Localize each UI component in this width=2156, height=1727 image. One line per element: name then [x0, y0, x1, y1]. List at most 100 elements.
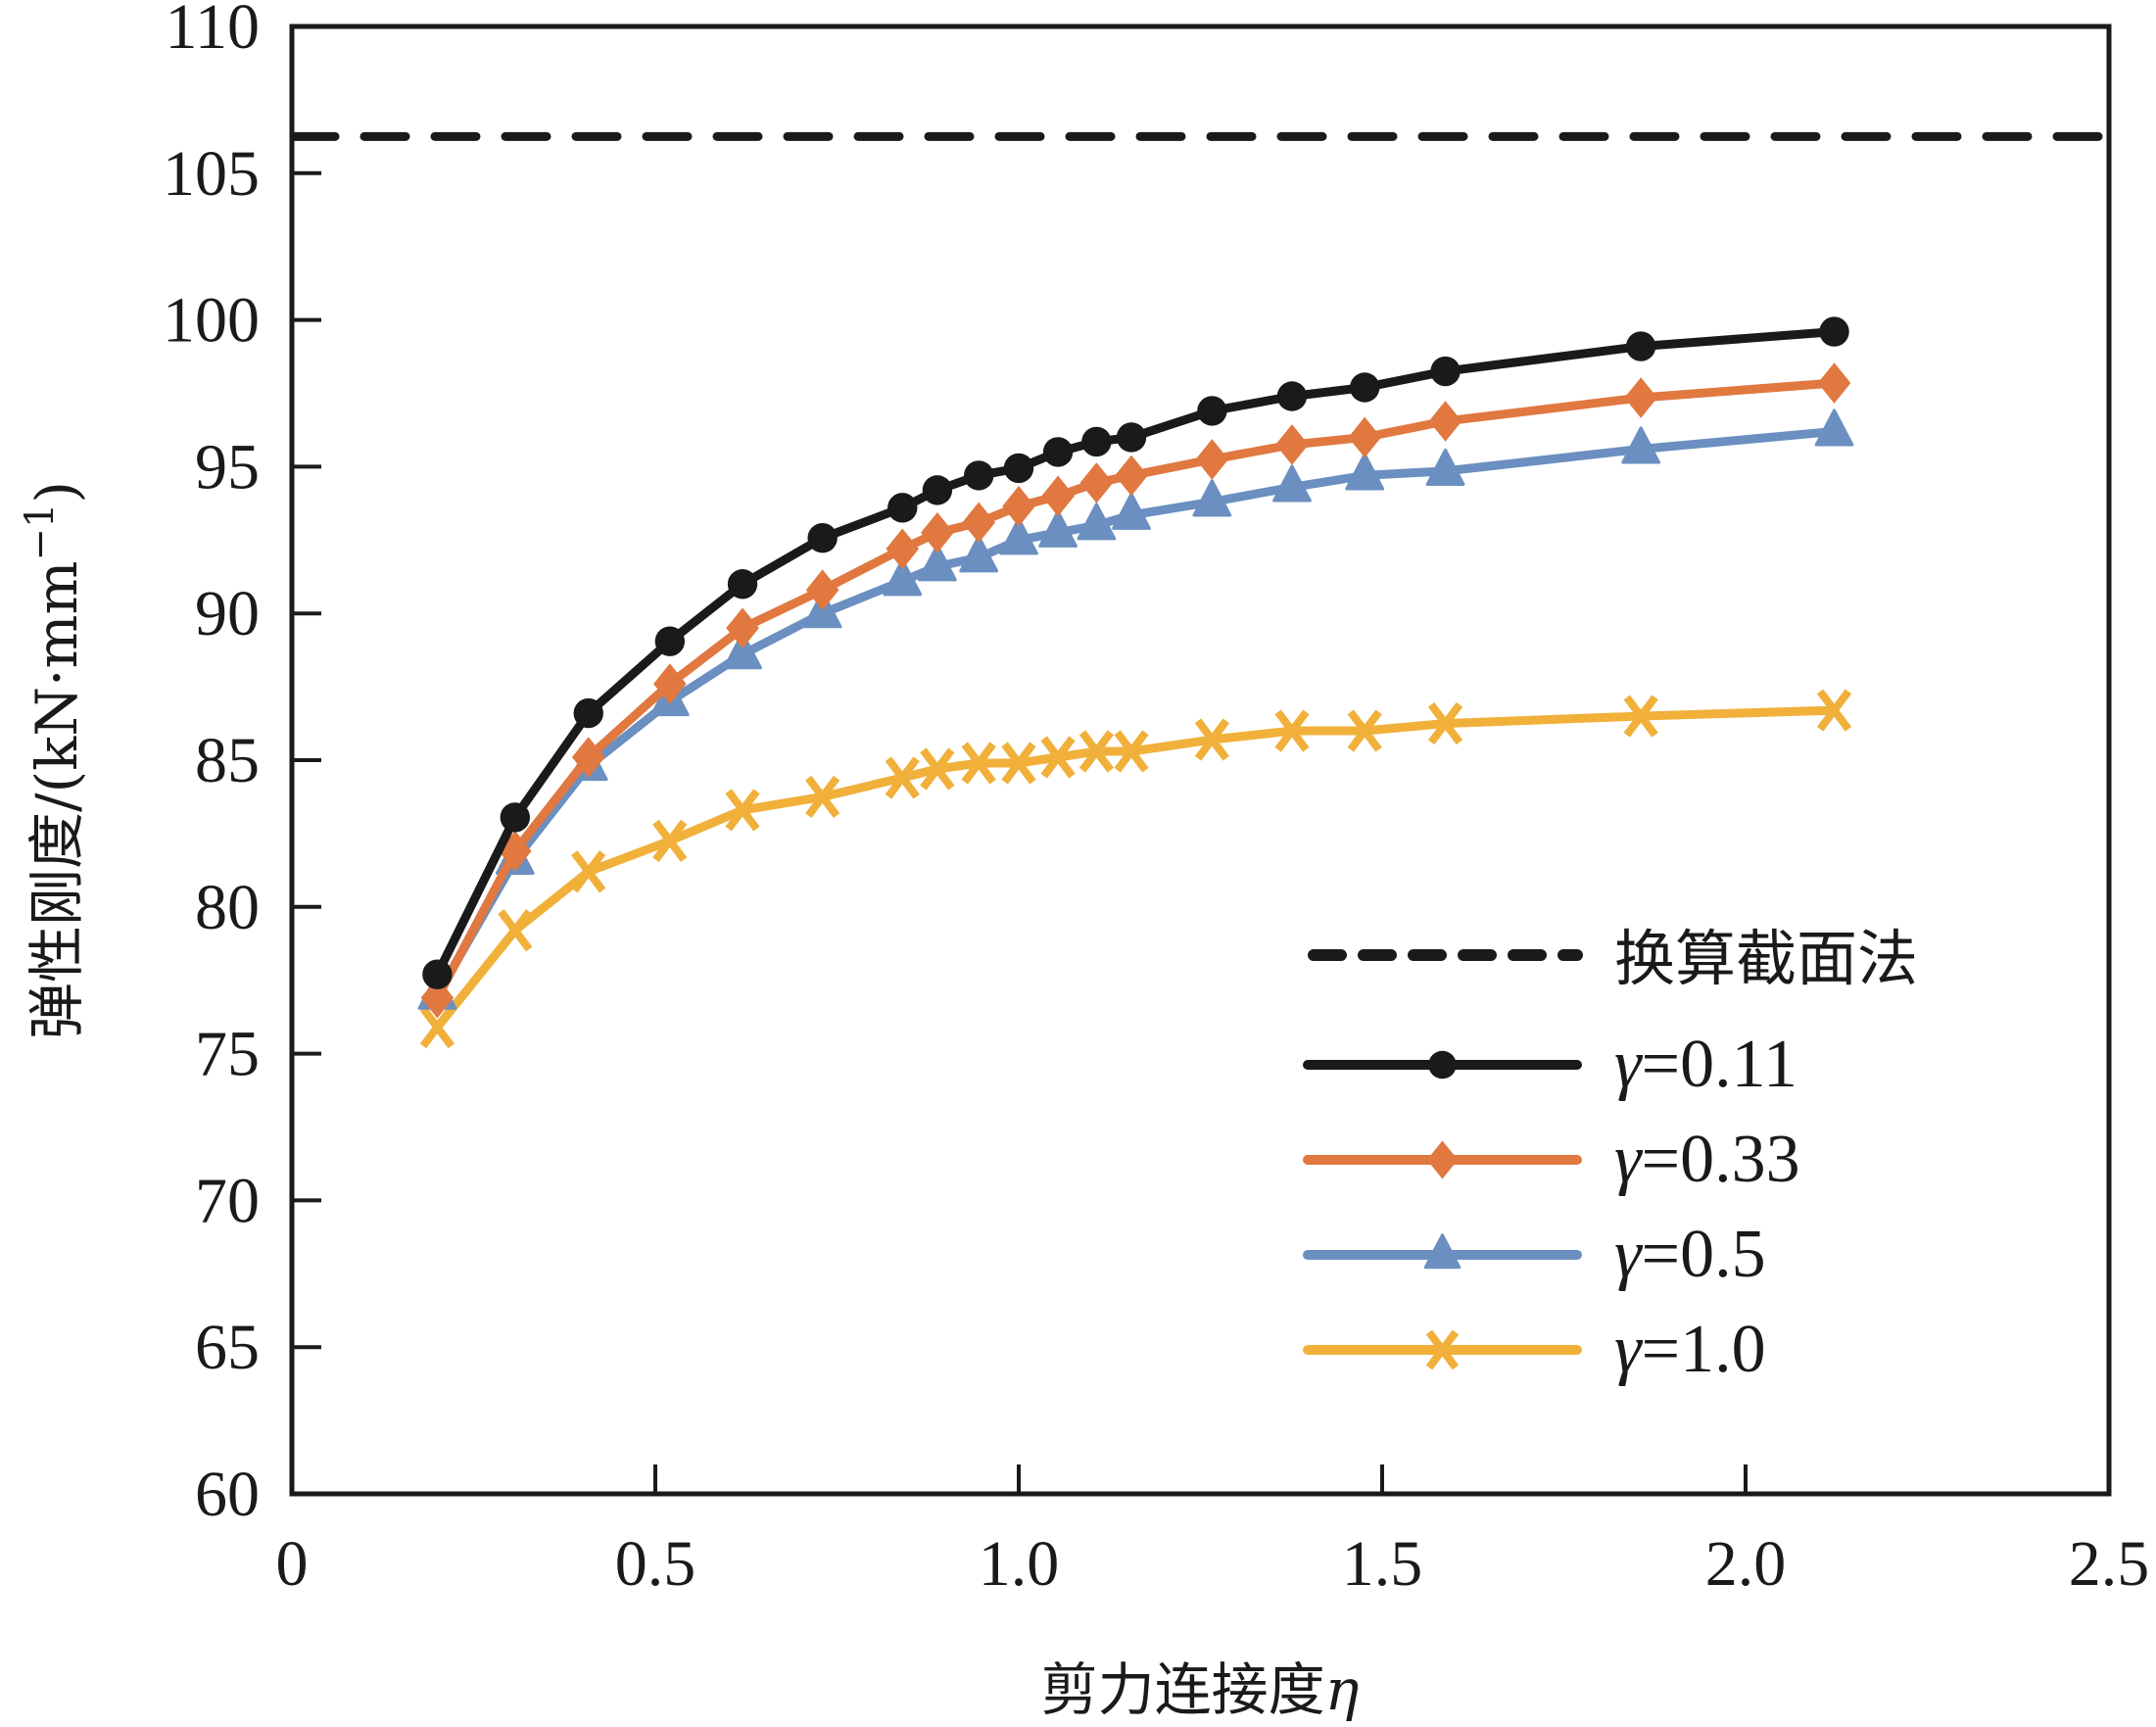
data-point-triangle [1192, 479, 1232, 517]
series-group [417, 316, 1854, 1049]
x-tick-label: 0 [276, 1528, 309, 1600]
data-point-diamond [921, 512, 954, 553]
data-point-diamond [886, 528, 920, 570]
data-point-x [1427, 701, 1463, 745]
data-point-x [885, 756, 920, 799]
legend-value: =1.0 [1642, 1312, 1766, 1387]
x-tick-label: 2.0 [1705, 1528, 1787, 1600]
legend-item: γ=0.33 [1303, 1122, 1800, 1197]
y-tick-label: 65 [195, 1312, 260, 1383]
y-tick-label: 85 [195, 725, 260, 796]
data-point-x [961, 742, 996, 785]
data-point-circle [1819, 316, 1849, 347]
series-x [419, 689, 1852, 1049]
data-point-triangle [1038, 509, 1078, 548]
data-point-circle [1349, 372, 1380, 403]
data-point-circle [1197, 396, 1227, 426]
data-point-diamond [1624, 377, 1657, 418]
data-point-diamond [653, 663, 687, 704]
series-circle [422, 316, 1849, 989]
x-tick-label: 1.0 [979, 1528, 1060, 1600]
data-point-triangle [723, 632, 762, 670]
y-tick-label: 105 [163, 138, 260, 210]
y-tick-label: 70 [195, 1165, 260, 1236]
data-point-x [920, 747, 955, 791]
data-point-diamond [726, 607, 759, 648]
data-point-x [652, 819, 688, 862]
data-point-circle [963, 460, 994, 491]
legend-symbol: γ [1614, 1217, 1644, 1292]
legend-label: γ=1.0 [1614, 1312, 1766, 1387]
data-point-circle [1430, 356, 1461, 387]
data-point-triangle [917, 544, 957, 582]
data-point-x [571, 850, 606, 893]
data-point-triangle [959, 535, 999, 573]
legend-label: γ=0.5 [1614, 1217, 1766, 1292]
legend-symbol: γ [1614, 1027, 1644, 1102]
legend-value: =0.5 [1642, 1217, 1766, 1292]
x-axis-title-symbol: η [1325, 1656, 1360, 1723]
legend-symbol: γ [1614, 1122, 1644, 1197]
data-point-triangle [1425, 448, 1465, 486]
data-point-triangle [1112, 492, 1151, 530]
data-point-triangle [1621, 426, 1661, 464]
data-point-x [1114, 730, 1149, 773]
series-diamond [420, 362, 1851, 1019]
data-point-diamond [1195, 439, 1229, 480]
legend-value: =0.11 [1642, 1027, 1797, 1102]
data-point-x [1347, 709, 1382, 752]
data-point-x [805, 775, 840, 819]
data-point-triangle [1272, 464, 1312, 503]
data-point-circle [1428, 1050, 1457, 1079]
y-tick-label: 95 [195, 431, 260, 503]
x-tick-label: 1.5 [1342, 1528, 1423, 1600]
data-point-circle [654, 626, 686, 656]
data-point-diamond [1115, 455, 1148, 497]
data-point-x [1194, 718, 1229, 761]
data-point-diamond [571, 737, 605, 778]
x-tick-label: 0.5 [615, 1528, 696, 1600]
data-point-circle [1081, 426, 1112, 457]
data-point-circle [1116, 422, 1147, 453]
legend-label: 换算截面法 [1614, 923, 1918, 994]
data-point-x [1623, 695, 1658, 738]
data-point-diamond [1041, 475, 1075, 517]
data-point-x [419, 1006, 455, 1049]
y-axis: 60 65 70 75 80 85 90 95 100 105 110 [163, 0, 321, 1530]
y-axis-title-superscript: −1 [18, 504, 63, 561]
data-point-circle [573, 697, 603, 729]
data-point-diamond [1426, 1140, 1459, 1179]
data-point-diamond [1817, 362, 1851, 404]
data-point-triangle [883, 558, 923, 597]
data-point-circle [887, 493, 918, 523]
data-point-diamond [1275, 424, 1309, 465]
data-point-triangle [1345, 453, 1385, 491]
legend-item-reference: 换算截面法 [1308, 923, 1918, 994]
data-point-x [1425, 1329, 1460, 1370]
data-point-diamond [1002, 486, 1035, 527]
data-point-diamond [1348, 416, 1381, 458]
data-point-x [725, 789, 760, 832]
data-point-x [498, 909, 533, 952]
data-point-diamond [962, 502, 995, 544]
data-point-triangle [1814, 408, 1854, 447]
y-axis-title-close: ) [24, 481, 90, 504]
y-axis-title-main: 弹性刚度/(kN·mm [24, 561, 90, 1040]
data-point-triangle [1423, 1233, 1461, 1270]
data-point-circle [1003, 453, 1034, 484]
x-axis: 0 0.5 1.0 1.5 2.0 2.5 [276, 1464, 2149, 1600]
data-point-diamond [1428, 401, 1462, 442]
y-tick-label: 110 [165, 0, 260, 63]
legend-item: γ=1.0 [1303, 1312, 1766, 1387]
data-point-triangle [999, 517, 1038, 555]
y-tick-label: 60 [195, 1459, 260, 1530]
y-tick-label: 75 [195, 1019, 260, 1090]
data-point-circle [1276, 381, 1308, 411]
y-tick-label: 80 [195, 872, 260, 943]
data-point-circle [422, 959, 453, 989]
data-point-x [1040, 736, 1076, 779]
legend-symbol: γ [1614, 1312, 1644, 1387]
x-axis-title: 剪力连接度η [1041, 1656, 1360, 1723]
data-point-diamond [1079, 462, 1114, 504]
